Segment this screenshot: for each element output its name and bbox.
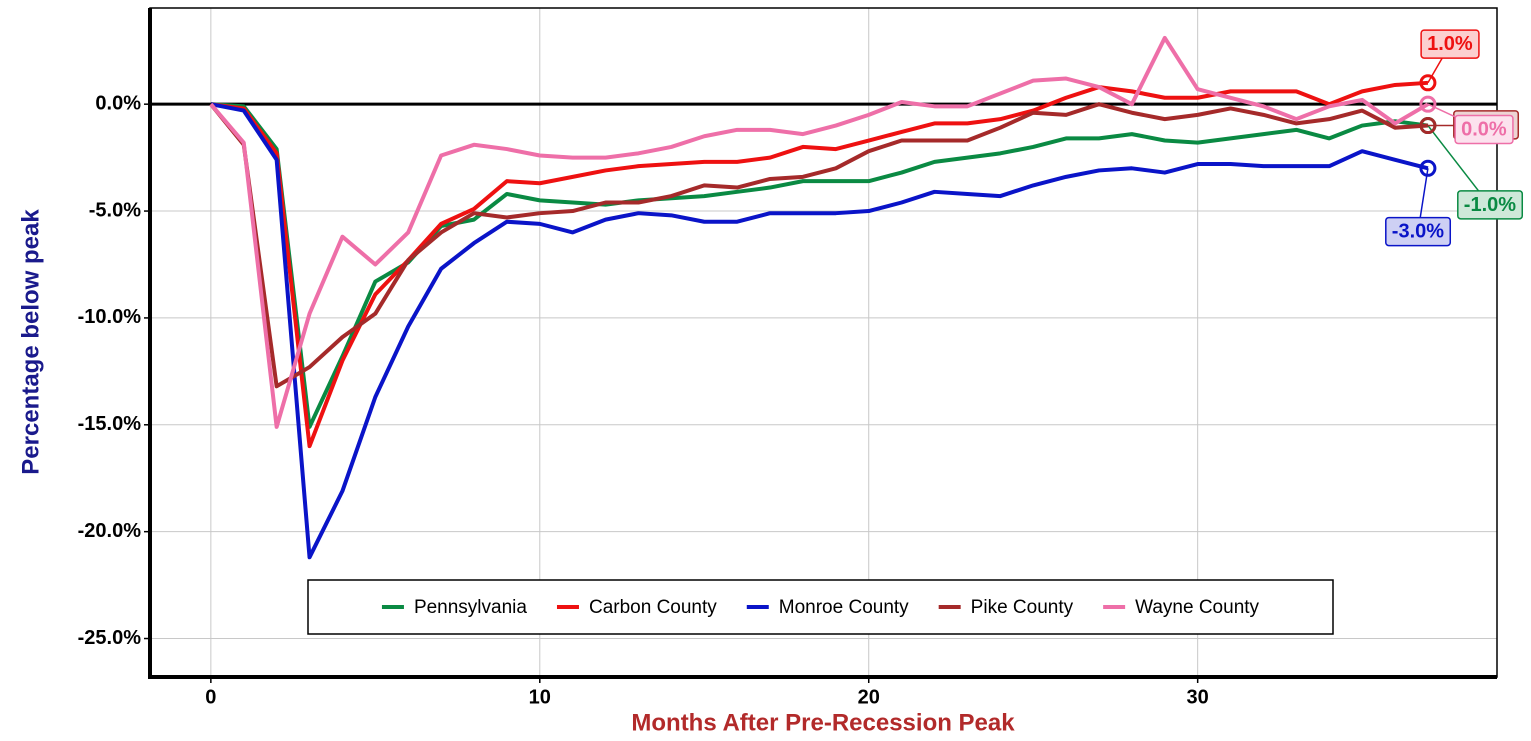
end-label-box	[1420, 29, 1480, 59]
y-axis-label: Percentage below peak	[17, 209, 44, 475]
end-label-bg	[1421, 30, 1479, 59]
legend-label: Wayne County	[1135, 597, 1259, 618]
y-tick-label: 0.0%	[95, 92, 141, 114]
end-label: -1.0%	[1464, 194, 1516, 216]
x-tick-label: 20	[858, 686, 880, 708]
end-label: 0.0%	[1461, 118, 1507, 140]
end-label-box	[1454, 114, 1514, 145]
plot: 0 10 20 30 0.0% -5.0% -10.0% -15.0% -20.0% -25.0%…	[78, 7, 1524, 708]
y-tick-label: -5.0%	[89, 199, 141, 221]
legend-label: Carbon County	[589, 597, 717, 618]
end-label-box	[1457, 190, 1524, 220]
end-label-bg	[1457, 190, 1523, 219]
legend: Pennsylvania Carbon County Monroe County Pi…	[381, 597, 1260, 618]
legend-label: Pennsylvania	[414, 597, 527, 618]
x-tick-label: 10	[529, 686, 551, 708]
series-line	[209, 102, 1429, 389]
end-marker	[1419, 74, 1437, 92]
end-marker	[1419, 95, 1437, 113]
series-line	[210, 102, 1429, 429]
end-label-bg	[1385, 217, 1451, 246]
series-line	[210, 102, 1429, 560]
x-axis-label: Months After Pre-Recession Peak	[631, 709, 1015, 736]
end-label-bg	[1455, 115, 1513, 144]
legend-label: Pike County	[971, 597, 1074, 618]
end-label: 1.0%	[1427, 33, 1473, 55]
y-tick-label: -10.0%	[78, 306, 142, 328]
legend-label: Monroe County	[779, 597, 909, 618]
legend-box	[307, 579, 1334, 635]
series-line	[209, 35, 1429, 429]
end-label: -3.0%	[1392, 221, 1444, 243]
x-tick-label: 0	[205, 686, 216, 708]
end-label-box	[1385, 216, 1452, 247]
x-tick-label: 30	[1187, 686, 1209, 708]
y-tick-label: -25.0%	[78, 627, 142, 649]
y-tick-label: -20.0%	[78, 520, 142, 542]
y-tick-label: -15.0%	[78, 413, 142, 435]
end-marker	[1419, 159, 1437, 177]
